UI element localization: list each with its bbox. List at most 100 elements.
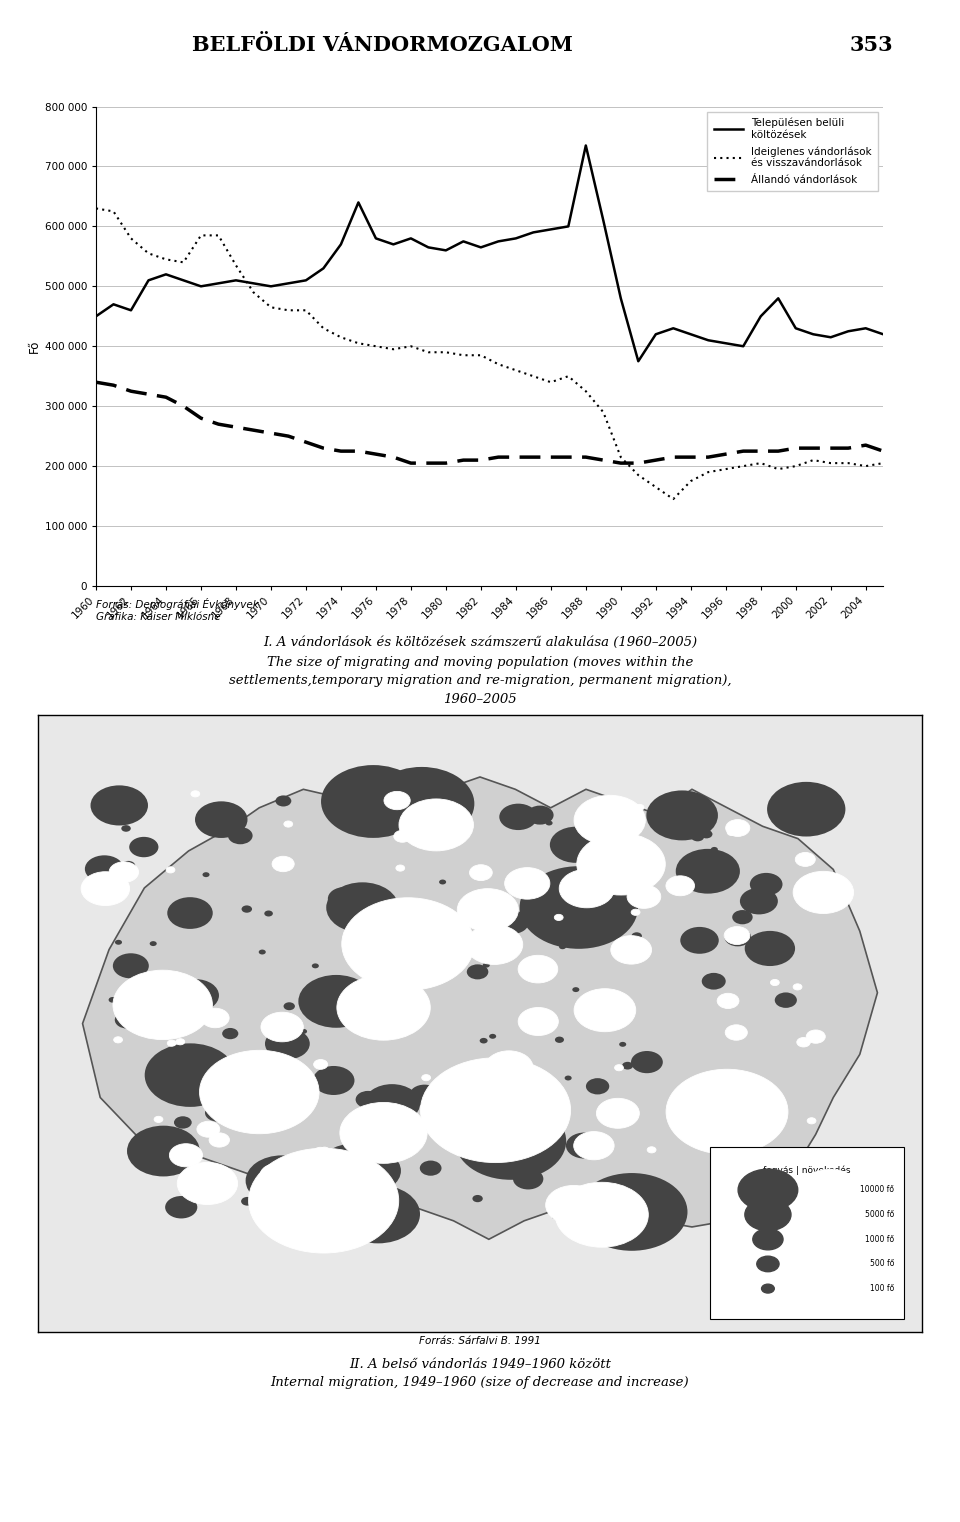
Circle shape	[487, 1075, 546, 1116]
Circle shape	[314, 1059, 327, 1070]
Circle shape	[195, 801, 248, 839]
Circle shape	[121, 861, 135, 871]
Circle shape	[272, 857, 294, 872]
Circle shape	[109, 861, 138, 883]
Circle shape	[704, 1113, 740, 1138]
Text: 5000 fő: 5000 fő	[865, 1210, 894, 1219]
Circle shape	[113, 1036, 123, 1043]
Circle shape	[795, 852, 815, 866]
Circle shape	[559, 944, 566, 950]
Circle shape	[819, 1256, 841, 1272]
Circle shape	[396, 864, 405, 871]
Circle shape	[81, 872, 130, 906]
Text: Grafika: Kaiser Miklósné: Grafika: Kaiser Miklósné	[96, 612, 221, 622]
Circle shape	[773, 1160, 782, 1166]
Circle shape	[786, 785, 839, 822]
Circle shape	[342, 898, 474, 991]
Circle shape	[261, 1012, 303, 1041]
Circle shape	[611, 936, 652, 963]
Circle shape	[596, 1099, 639, 1128]
Y-axis label: Fő: Fő	[28, 339, 40, 353]
Circle shape	[770, 944, 782, 953]
Circle shape	[420, 1058, 570, 1163]
Circle shape	[327, 887, 361, 910]
Circle shape	[526, 805, 554, 825]
Circle shape	[681, 927, 719, 954]
Circle shape	[745, 1198, 791, 1231]
Circle shape	[439, 880, 446, 884]
Circle shape	[722, 1126, 729, 1132]
Circle shape	[586, 1078, 610, 1094]
Circle shape	[793, 983, 802, 989]
Circle shape	[574, 1131, 614, 1160]
Bar	[709, 1148, 904, 1320]
Circle shape	[724, 1081, 731, 1085]
Circle shape	[246, 1155, 318, 1205]
Circle shape	[485, 1050, 533, 1085]
Circle shape	[552, 1215, 559, 1219]
Circle shape	[222, 1027, 238, 1040]
Circle shape	[166, 1059, 176, 1065]
Circle shape	[457, 889, 518, 931]
Circle shape	[360, 796, 402, 825]
Circle shape	[546, 1151, 553, 1155]
Circle shape	[283, 1003, 295, 1011]
Circle shape	[299, 1173, 372, 1225]
Circle shape	[394, 831, 411, 842]
Circle shape	[369, 1170, 396, 1190]
Circle shape	[495, 910, 529, 935]
Circle shape	[369, 767, 474, 840]
Circle shape	[513, 1169, 543, 1190]
Circle shape	[738, 1169, 798, 1212]
Circle shape	[202, 1008, 229, 1027]
Circle shape	[127, 983, 152, 1000]
Circle shape	[619, 1043, 626, 1047]
Circle shape	[622, 1062, 633, 1070]
Circle shape	[130, 837, 158, 857]
Text: Forrás: Demográfiai Évkönyvek: Forrás: Demográfiai Évkönyvek	[96, 598, 259, 610]
Text: 100 fő: 100 fő	[870, 1285, 894, 1294]
Circle shape	[121, 825, 131, 831]
Text: 1000 fő: 1000 fő	[865, 1234, 894, 1243]
Circle shape	[837, 886, 845, 890]
Circle shape	[518, 1008, 559, 1035]
Circle shape	[555, 1183, 648, 1247]
Circle shape	[183, 1198, 191, 1204]
Text: Forrás: Sárfalvi B. 1991: Forrás: Sárfalvi B. 1991	[420, 1336, 540, 1347]
Circle shape	[166, 868, 175, 874]
Circle shape	[191, 791, 200, 798]
Circle shape	[337, 976, 430, 1040]
Circle shape	[483, 963, 490, 968]
Circle shape	[726, 819, 750, 837]
Text: 353: 353	[850, 35, 893, 55]
Circle shape	[176, 1038, 184, 1044]
Polygon shape	[83, 776, 877, 1239]
Circle shape	[284, 820, 293, 826]
Circle shape	[804, 893, 829, 912]
Circle shape	[384, 791, 410, 810]
Circle shape	[241, 1196, 253, 1205]
Text: I. A vándorlások és költözések számszerű alakulása (1960–2005): I. A vándorlások és költözések számszerű…	[263, 636, 697, 650]
Circle shape	[115, 1011, 139, 1029]
Circle shape	[421, 1075, 430, 1081]
Circle shape	[371, 944, 393, 959]
Circle shape	[163, 1001, 184, 1015]
Circle shape	[228, 826, 252, 845]
Circle shape	[646, 790, 718, 840]
Circle shape	[150, 941, 156, 947]
Circle shape	[574, 989, 636, 1032]
Circle shape	[264, 910, 273, 916]
Circle shape	[469, 864, 492, 881]
Circle shape	[364, 892, 371, 896]
Circle shape	[299, 976, 374, 1027]
Circle shape	[728, 829, 736, 836]
Circle shape	[364, 1084, 420, 1123]
Circle shape	[595, 1216, 602, 1221]
Circle shape	[750, 1199, 758, 1205]
Circle shape	[740, 887, 778, 915]
Circle shape	[767, 782, 846, 837]
Circle shape	[832, 1152, 855, 1169]
Circle shape	[761, 1285, 775, 1294]
Circle shape	[576, 1173, 687, 1251]
Text: 500 fő: 500 fő	[870, 1259, 894, 1268]
